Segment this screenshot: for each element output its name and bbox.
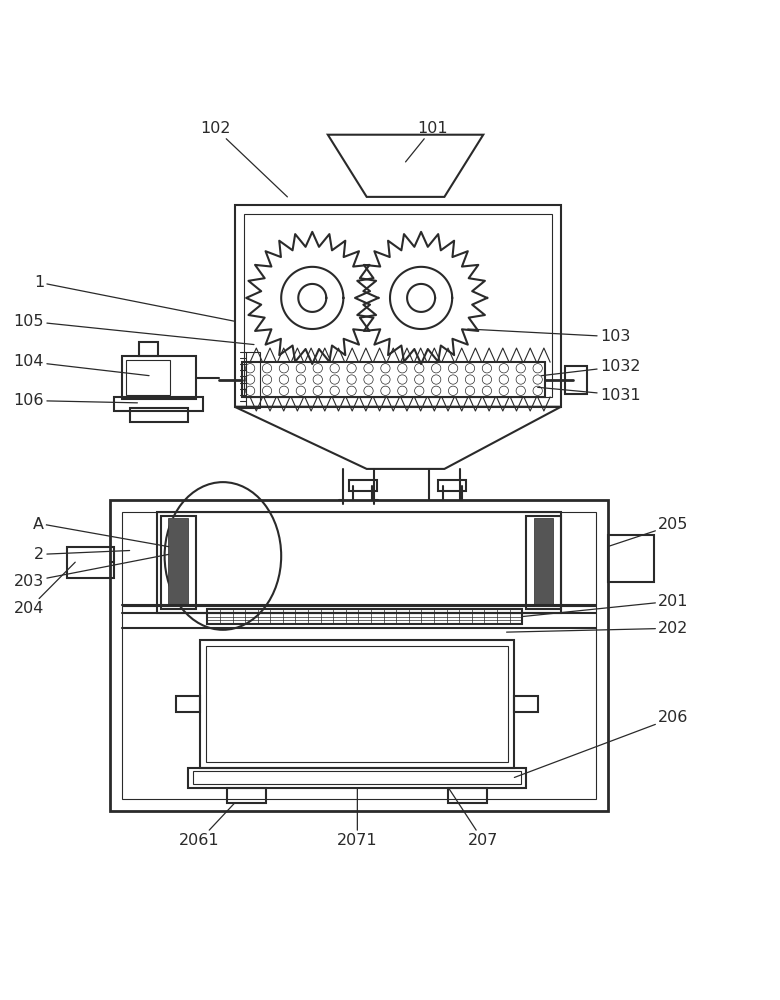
Bar (168, 518, 188, 606)
Bar (349, 480, 377, 491)
Circle shape (169, 571, 174, 576)
Bar (114, 397, 204, 411)
Text: 203: 203 (14, 554, 168, 589)
Bar (207, 609, 522, 624)
Circle shape (542, 548, 547, 553)
Bar (206, 646, 508, 762)
Text: 204: 204 (14, 562, 75, 616)
Bar (157, 512, 561, 613)
Text: 101: 101 (406, 121, 448, 162)
Circle shape (177, 564, 182, 568)
Circle shape (542, 564, 547, 568)
Circle shape (177, 533, 182, 538)
Circle shape (542, 518, 547, 523)
Text: 205: 205 (608, 517, 689, 547)
Text: 103: 103 (468, 329, 630, 344)
Circle shape (534, 533, 539, 538)
Bar (188, 768, 526, 788)
Circle shape (534, 518, 539, 523)
Bar (139, 342, 158, 356)
Bar (448, 788, 488, 803)
Bar (235, 205, 561, 407)
Circle shape (542, 594, 547, 599)
Circle shape (177, 526, 182, 530)
Circle shape (169, 556, 174, 561)
Bar (565, 366, 587, 394)
Circle shape (169, 579, 174, 584)
Text: 102: 102 (200, 121, 287, 197)
Circle shape (169, 594, 174, 599)
Text: 206: 206 (514, 710, 689, 777)
Circle shape (169, 587, 174, 591)
Circle shape (534, 556, 539, 561)
Bar (244, 214, 551, 397)
Bar (243, 362, 545, 397)
Text: 2061: 2061 (179, 803, 235, 848)
Circle shape (169, 526, 174, 530)
Circle shape (534, 571, 539, 576)
Circle shape (534, 602, 539, 606)
Circle shape (177, 548, 182, 553)
Circle shape (169, 518, 174, 523)
Bar (246, 352, 261, 408)
Circle shape (542, 526, 547, 530)
Text: 2071: 2071 (337, 788, 378, 848)
Circle shape (169, 533, 174, 538)
Bar (110, 500, 608, 811)
Circle shape (542, 541, 547, 545)
Bar (122, 512, 596, 799)
Circle shape (177, 579, 182, 584)
Circle shape (542, 602, 547, 606)
Bar (122, 356, 196, 399)
Bar (129, 408, 188, 422)
Bar (608, 535, 654, 582)
Text: 104: 104 (13, 354, 149, 376)
Text: 1032: 1032 (541, 359, 640, 376)
Circle shape (177, 541, 182, 545)
Circle shape (177, 518, 182, 523)
Circle shape (534, 579, 539, 584)
Circle shape (534, 548, 539, 553)
Text: A: A (33, 517, 44, 532)
Bar (176, 696, 200, 712)
Circle shape (542, 571, 547, 576)
Bar (227, 788, 266, 803)
Bar (193, 771, 521, 784)
Text: 1031: 1031 (537, 387, 640, 403)
Circle shape (177, 602, 182, 606)
Circle shape (169, 564, 174, 568)
Circle shape (177, 556, 182, 561)
Bar (534, 518, 553, 606)
Text: 1: 1 (34, 275, 235, 321)
Bar (200, 640, 514, 768)
Circle shape (534, 587, 539, 591)
Bar (438, 480, 466, 491)
Circle shape (169, 548, 174, 553)
Bar (67, 547, 114, 578)
Text: 2: 2 (34, 547, 129, 562)
Circle shape (169, 541, 174, 545)
Circle shape (542, 579, 547, 584)
Circle shape (542, 533, 547, 538)
Text: 202: 202 (506, 621, 689, 636)
Circle shape (169, 602, 174, 606)
Text: 105: 105 (13, 314, 254, 345)
Bar (514, 696, 537, 712)
Text: 207: 207 (448, 788, 498, 848)
Circle shape (534, 526, 539, 530)
Text: 201: 201 (522, 594, 689, 617)
Circle shape (177, 587, 182, 591)
Circle shape (177, 594, 182, 599)
Circle shape (542, 587, 547, 591)
Circle shape (542, 556, 547, 561)
Circle shape (177, 571, 182, 576)
Circle shape (534, 594, 539, 599)
Circle shape (534, 564, 539, 568)
Bar (161, 516, 196, 609)
Bar (126, 360, 170, 395)
Bar (526, 516, 561, 609)
Text: 106: 106 (13, 393, 137, 408)
Circle shape (534, 541, 539, 545)
